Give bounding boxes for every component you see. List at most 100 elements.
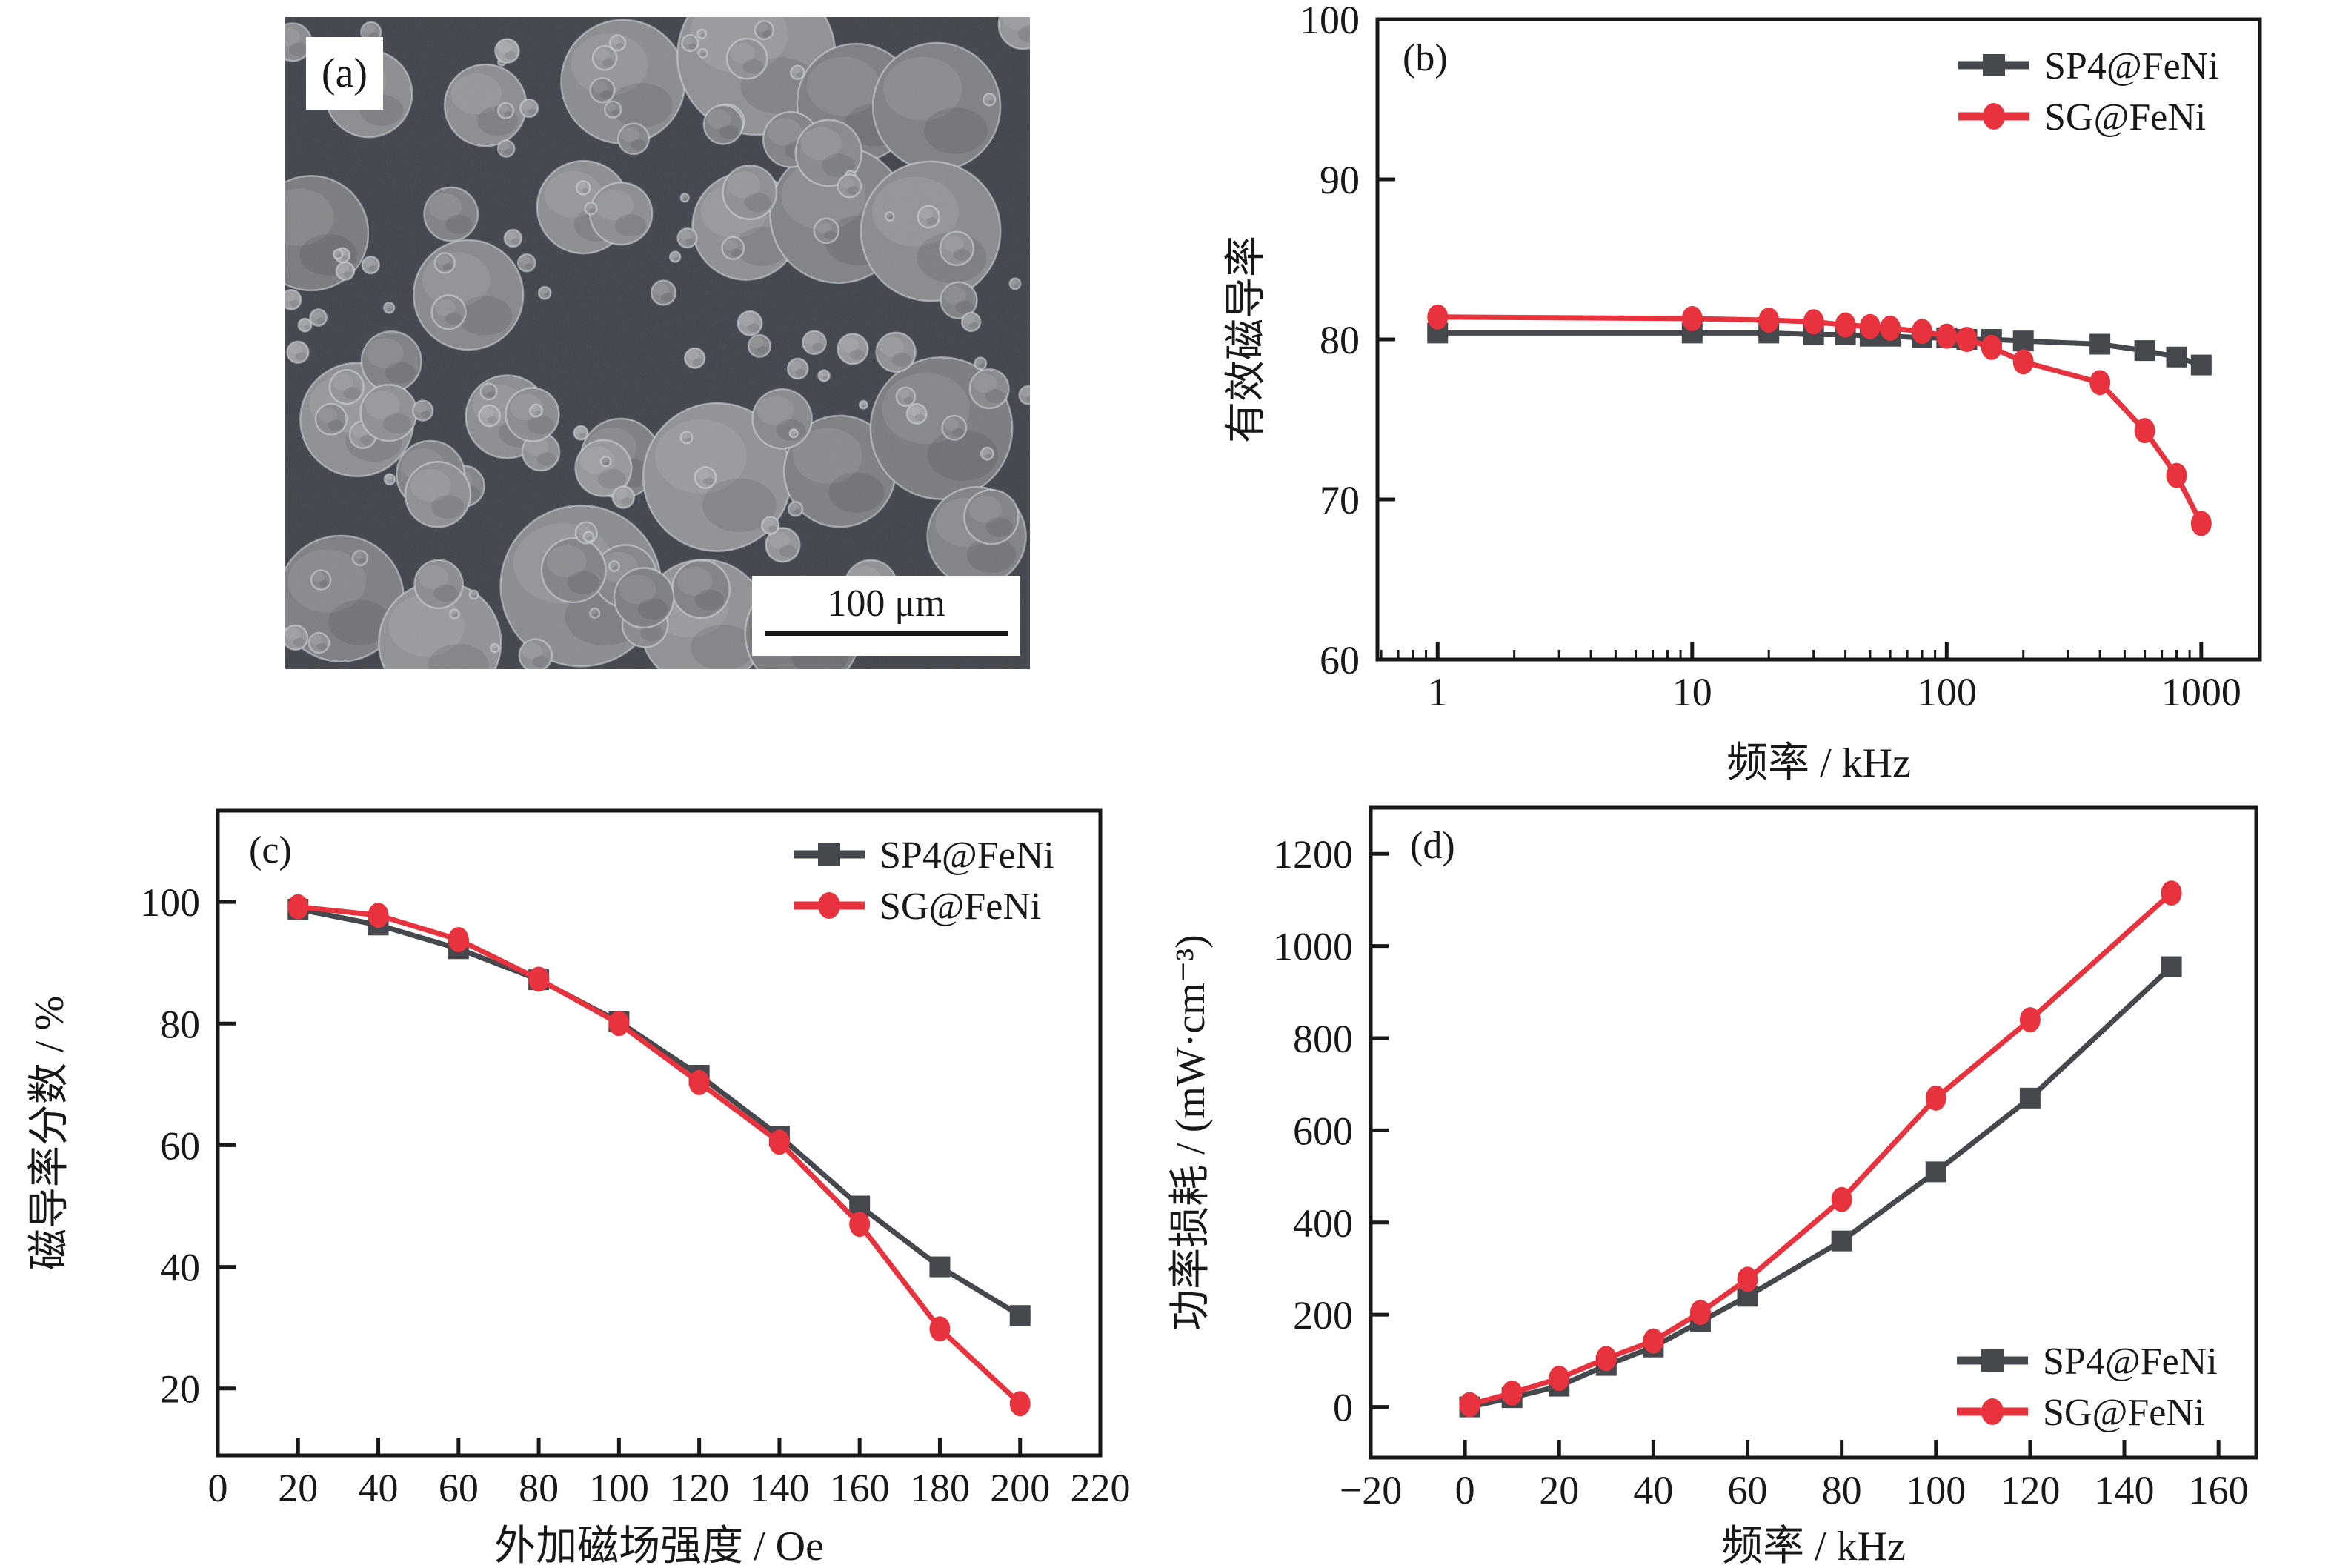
data-point-circle <box>1643 1328 1664 1354</box>
y-axis-label: 功率损耗 / (mW·cm⁻³) <box>1168 934 1214 1331</box>
data-point-circle <box>608 1011 630 1037</box>
data-point-circle <box>1758 308 1780 333</box>
x-tick-label: 180 <box>910 1466 970 1510</box>
y-tick-label: 60 <box>160 1123 200 1168</box>
data-point-square <box>2190 354 2212 376</box>
y-tick-label: 100 <box>1300 0 1360 42</box>
x-tick-label: 1 <box>1428 670 1448 714</box>
y-tick-label: 600 <box>1293 1109 1353 1153</box>
y-tick-label: 800 <box>1293 1017 1353 1061</box>
x-tick-label: 160 <box>830 1466 890 1510</box>
data-point-circle <box>2012 349 2034 375</box>
data-point-circle <box>768 1129 790 1155</box>
y-tick-label: 80 <box>160 1002 200 1046</box>
data-point-circle <box>1803 309 1824 335</box>
legend: SP4@FeNi SG@FeNi <box>794 834 1054 928</box>
y-tick-label: 70 <box>1320 478 1360 522</box>
data-point-circle <box>2190 511 2212 536</box>
x-tick-label: −20 <box>1340 1468 1402 1512</box>
x-tick-label: 120 <box>2000 1468 2060 1512</box>
x-tick-label: 100 <box>1917 670 1977 714</box>
x-tick-label: 220 <box>1071 1466 1131 1510</box>
data-point-circle <box>1595 1346 1617 1372</box>
data-point-circle <box>1427 304 1449 330</box>
scale-bar-line <box>765 631 1008 636</box>
data-point-circle <box>528 966 550 992</box>
legend-marker-square <box>1981 1349 2004 1372</box>
panel-d-chart: −20 0 20 40 60 80 100 120 140 160 0 200 400 600 800 100… <box>1168 805 2258 1568</box>
data-point-circle <box>1501 1380 1523 1406</box>
y-tick-label: 400 <box>1293 1201 1353 1246</box>
data-point-circle <box>849 1212 871 1238</box>
axes: 0 20 40 60 80 100 120 140 160 180 200 220 20 40 60 80 10… <box>27 880 1131 1568</box>
data-point-square <box>2161 956 2182 977</box>
x-tick-label: 160 <box>2189 1468 2249 1512</box>
data-point-circle <box>1737 1266 1758 1292</box>
x-tick-label: 60 <box>439 1466 479 1510</box>
data-point-circle <box>448 927 469 952</box>
x-tick-label: 140 <box>749 1466 809 1510</box>
y-axis-label: 磁导率分数 / % <box>27 996 73 1270</box>
scale-bar: 100 μm <box>752 576 1020 656</box>
x-tick-label: 100 <box>589 1466 649 1510</box>
data-point-circle <box>2166 462 2187 488</box>
data-point-circle <box>1459 1392 1480 1418</box>
y-tick-label: 1200 <box>1273 832 1353 877</box>
data-point-circle <box>1549 1366 1570 1392</box>
data-point-circle <box>1831 1186 1852 1212</box>
data-point-circle <box>1912 319 1933 345</box>
plot-frame <box>216 808 1103 1458</box>
legend-marker-circle <box>818 892 840 919</box>
data-point-square <box>2012 330 2034 352</box>
x-tick-label: 100 <box>1906 1468 1966 1512</box>
data-point-circle <box>1009 1391 1031 1417</box>
x-axis-label: 频率 / kHz <box>1726 740 1911 785</box>
x-tick-label: 140 <box>2095 1468 2155 1512</box>
sem-noise-overlay <box>285 17 1030 669</box>
legend-label: SG@FeNi <box>2044 96 2206 139</box>
y-tick-label: 200 <box>1293 1293 1353 1338</box>
data-point-square <box>1009 1305 1031 1326</box>
data-point-square <box>2134 340 2155 362</box>
x-tick-label: 200 <box>990 1466 1050 1510</box>
legend: SP4@FeNi SG@FeNi <box>1957 1341 2218 1434</box>
y-tick-label: 80 <box>1320 318 1360 362</box>
y-tick-label: 0 <box>1333 1386 1353 1430</box>
x-tick-label: 0 <box>208 1466 228 1510</box>
panel-letter: (b) <box>1403 37 1448 79</box>
y-tick-label: 60 <box>1320 638 1360 682</box>
data-point-circle <box>2019 1007 2041 1033</box>
panel-a-sem-image: (a) 100 μm <box>285 17 1030 669</box>
legend-label: SP4@FeNi <box>2044 45 2219 87</box>
x-tick-label: 80 <box>519 1466 559 1510</box>
data-point-circle <box>1859 313 1881 339</box>
data-point-circle <box>1936 323 1958 349</box>
panel-c-chart: 0 20 40 60 80 100 120 140 160 180 200 220 20 40 60 80 10… <box>27 808 1131 1568</box>
data-point-circle <box>1981 334 2002 360</box>
legend-marker-circle <box>1981 1398 2004 1425</box>
data-point-circle <box>929 1316 951 1342</box>
y-tick-label: 1000 <box>1273 925 1353 969</box>
data-point-circle <box>1956 327 1978 352</box>
axes: −20 0 20 40 60 80 100 120 140 160 0 200 400 600 800 100… <box>1168 832 2249 1568</box>
data-point-circle <box>368 903 389 928</box>
x-tick-label: 40 <box>1633 1468 1673 1512</box>
series-SG@FeNi <box>1459 880 2182 1418</box>
x-tick-label: 20 <box>278 1466 318 1510</box>
data-point-square <box>1831 1230 1852 1252</box>
legend-label: SG@FeNi <box>880 886 1041 928</box>
data-point-square <box>2166 346 2187 368</box>
legend-label: SP4@FeNi <box>880 834 1054 877</box>
x-tick-label: 40 <box>359 1466 399 1510</box>
data-point-circle <box>1880 315 1901 341</box>
x-tick-label: 120 <box>669 1466 729 1510</box>
x-axis-label: 外加磁场强度 / Oe <box>494 1524 824 1568</box>
y-tick-label: 20 <box>160 1367 200 1412</box>
y-axis-label: 有效磁导率 <box>1223 236 1269 443</box>
panel-a-letter: (a) <box>321 50 368 96</box>
legend-marker-square <box>818 843 840 866</box>
data-point-circle <box>287 894 309 920</box>
legend: SP4@FeNi SG@FeNi <box>1958 45 2219 139</box>
